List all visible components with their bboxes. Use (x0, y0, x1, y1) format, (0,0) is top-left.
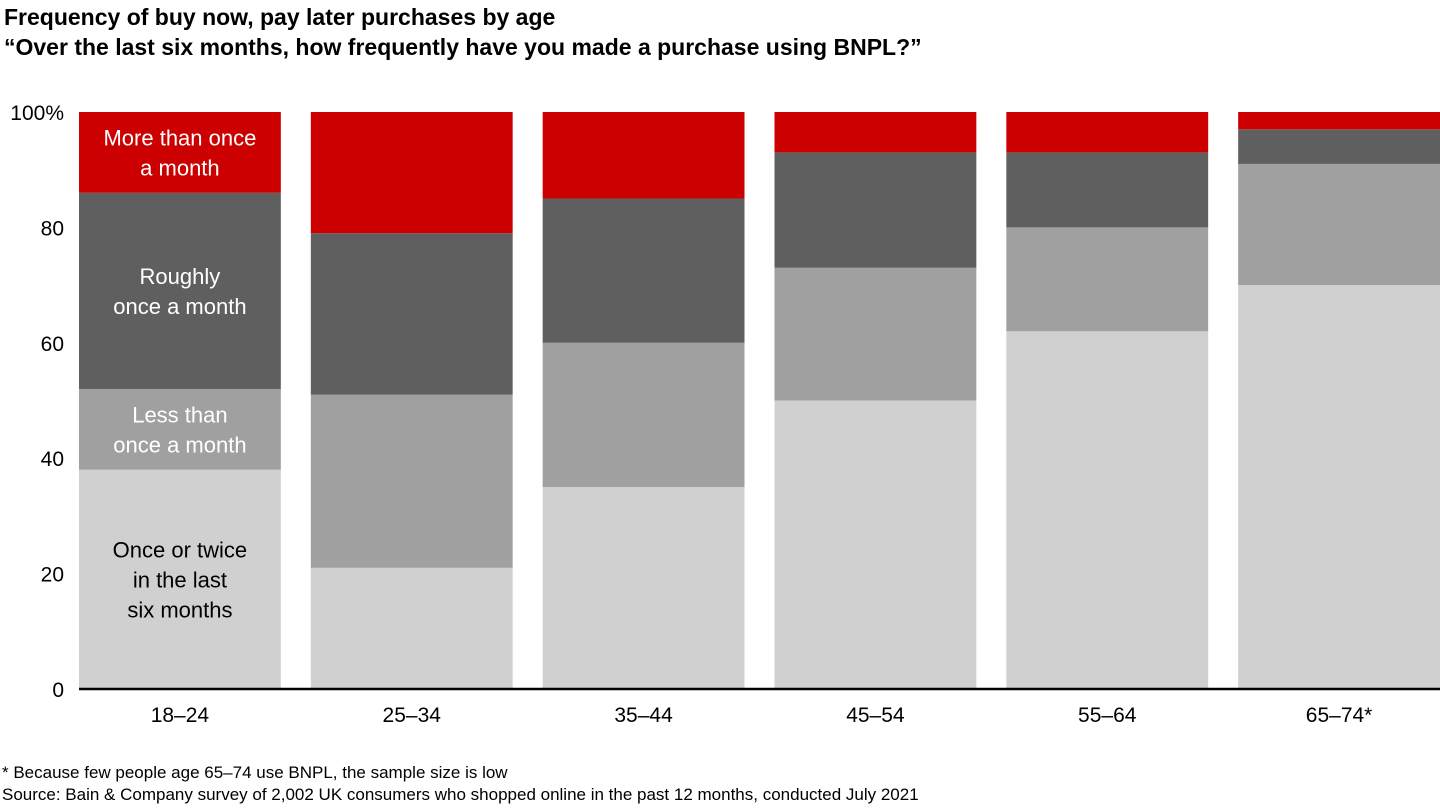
chart-title-block: Frequency of buy now, pay later purchase… (4, 2, 922, 62)
segment-label: once a month (113, 432, 246, 457)
y-tick-label: 40 (41, 448, 64, 471)
source-note: Source: Bain & Company survey of 2,002 U… (2, 785, 919, 804)
segment-label: once a month (113, 294, 246, 319)
stacked-bar-chart: Once or twice in the last six months Less t… (10, 102, 1440, 727)
bar-segment (542, 342, 745, 488)
x-tick-label: 25–34 (383, 704, 442, 727)
bar-segment (542, 198, 745, 343)
bar-segment (774, 267, 977, 401)
y-tick-label: 0 (52, 679, 64, 702)
bar-segment (310, 233, 513, 395)
bar-segment (774, 112, 977, 153)
bar-segment (310, 394, 513, 568)
bar-segment (1006, 331, 1209, 689)
bar-segment (774, 400, 977, 689)
bar-segment (1238, 285, 1440, 689)
notes: * Because few people age 65–74 use BNPL,… (2, 762, 919, 806)
segment-label: Roughly (140, 264, 221, 289)
bar-segment (1006, 152, 1209, 228)
bar-segment (1238, 112, 1440, 130)
segment-label: Less than (132, 402, 227, 427)
bar-segment (1238, 163, 1440, 286)
bar-segment (79, 469, 281, 689)
y-tick-label: 80 (41, 217, 64, 240)
segment-label: Once or twice (113, 537, 248, 562)
bar-segment (542, 487, 745, 689)
x-tick-label: 45–54 (846, 704, 905, 727)
x-tick-label: 18–24 (151, 704, 210, 727)
segment-label: six months (127, 597, 232, 622)
bar-segment (79, 192, 281, 389)
bar-segment (1006, 112, 1209, 153)
chart-subtitle: “Over the last six months, how frequentl… (4, 34, 922, 60)
x-tick-label: 65–74* (1306, 704, 1373, 727)
bar-segment (1238, 129, 1440, 164)
bar-segment (79, 388, 281, 470)
bar-segment (1006, 227, 1209, 332)
y-tick-label: 100% (10, 102, 64, 125)
bar-segment (542, 112, 745, 199)
chart-title: Frequency of buy now, pay later purchase… (4, 4, 556, 30)
y-tick-label: 60 (41, 333, 64, 356)
bar-segment (774, 152, 977, 268)
bar-segment (79, 112, 281, 193)
x-tick-label: 55–64 (1078, 704, 1137, 727)
x-tick-label: 35–44 (614, 704, 673, 727)
segment-label: More than once (103, 125, 256, 150)
segment-label: a month (140, 155, 220, 180)
bar-segment (310, 567, 513, 689)
footnote: * Because few people age 65–74 use BNPL,… (2, 763, 508, 782)
segment-label: in the last (133, 567, 227, 592)
y-tick-label: 20 (41, 564, 64, 587)
bar-segment (310, 112, 513, 234)
